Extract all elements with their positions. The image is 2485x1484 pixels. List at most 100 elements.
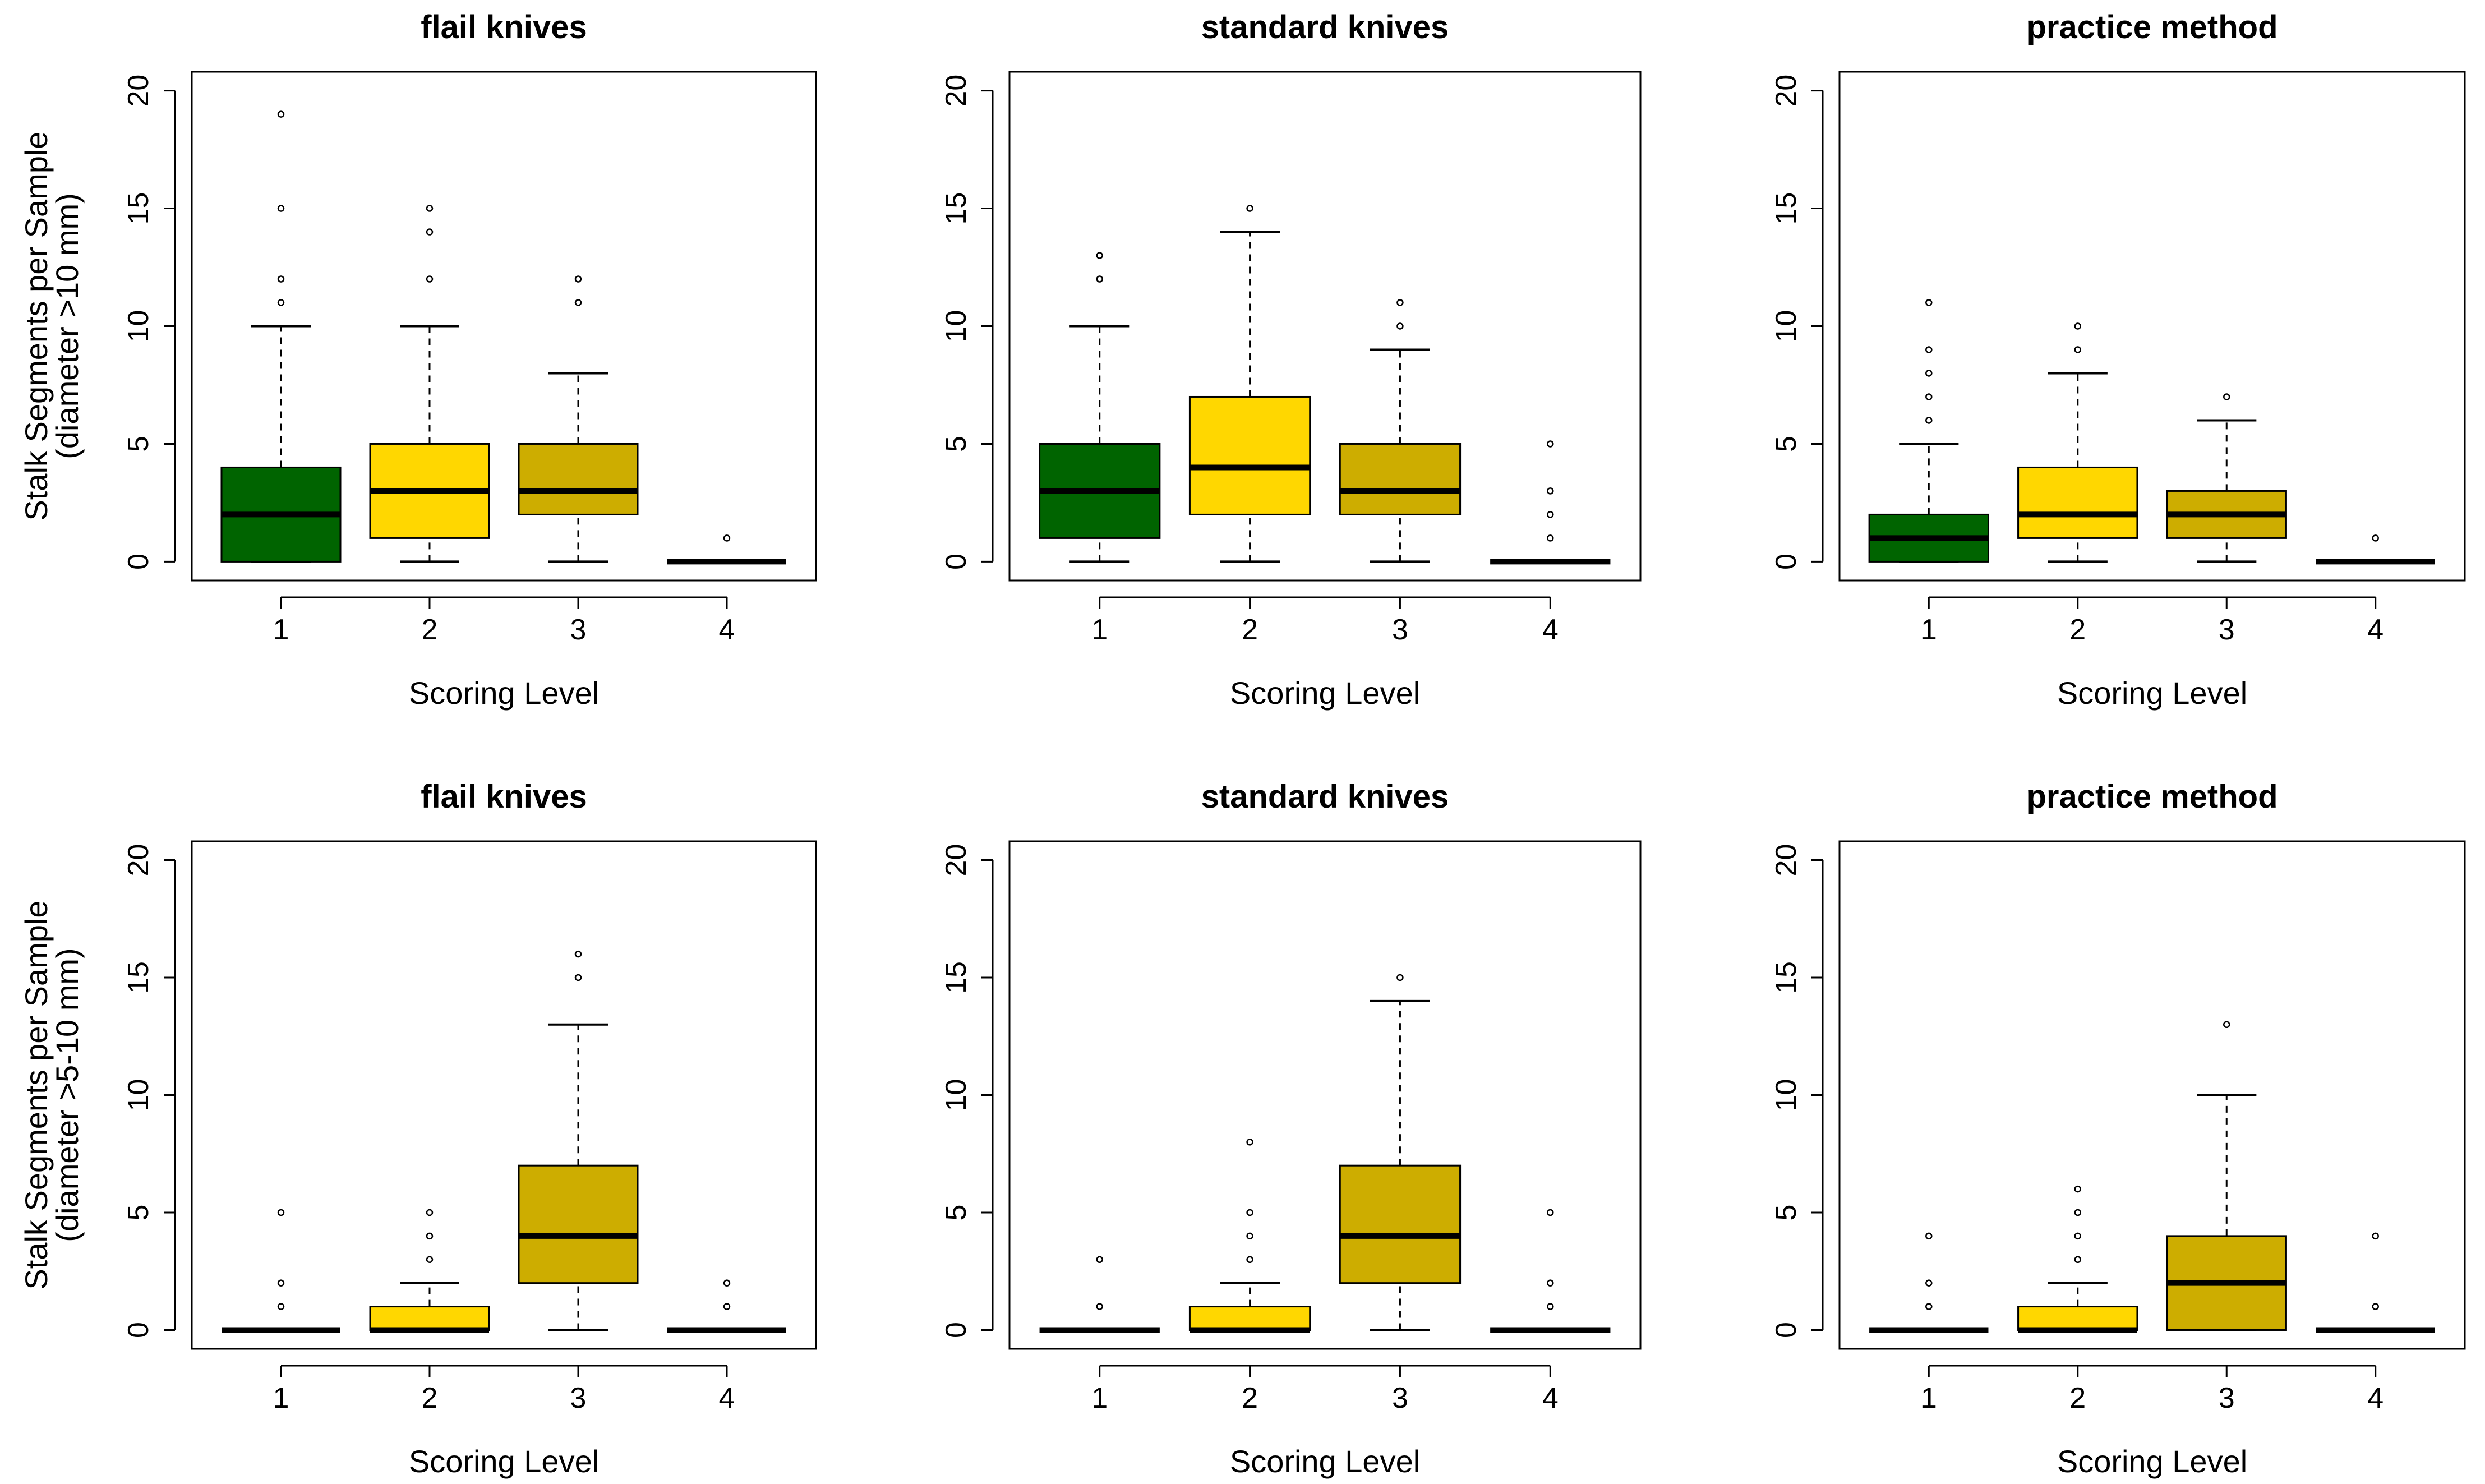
box: [1339, 443, 1462, 515]
box: [1339, 1164, 1462, 1284]
y-tick-label: 5: [940, 436, 972, 452]
panel-title: flail knives: [421, 778, 587, 815]
box-level-1: [1039, 252, 1161, 563]
outlier-point: [574, 299, 582, 306]
box-level-3: [2166, 1021, 2287, 1331]
y-tick-label: 5: [1770, 1205, 1802, 1221]
outlier-point: [574, 275, 582, 283]
outlier-point: [277, 1209, 285, 1216]
y-tick-label: 5: [940, 1205, 972, 1221]
x-tick-label: 1: [1091, 614, 1108, 646]
outlier-point: [723, 534, 731, 542]
panel-title: practice method: [2027, 778, 2278, 815]
box-level-1: [1039, 1256, 1160, 1333]
y-tick-label: 10: [122, 1079, 155, 1112]
y-tick-label: 20: [1770, 75, 1802, 107]
outlier-point: [2372, 1232, 2379, 1240]
outlier-point: [1096, 275, 1103, 283]
y-tick-label: 0: [1770, 554, 1802, 570]
outlier-point: [277, 275, 285, 283]
box: [2017, 1306, 2138, 1331]
outlier-point: [1547, 1279, 1554, 1287]
box-level-2: [369, 205, 490, 563]
outlier-point: [723, 1303, 731, 1310]
outlier-point: [2372, 534, 2379, 542]
outlier-point: [2074, 1185, 2082, 1193]
outlier-point: [1925, 393, 1933, 400]
outlier-point: [574, 974, 582, 981]
box-level-2: [2017, 322, 2138, 563]
x-tick-label: 2: [422, 1382, 438, 1414]
box-level-3: [2166, 393, 2287, 563]
panel-1: flail knives 0 5 10 15 20 1 2 3 4 Scoring Level Sta…: [19, 9, 817, 711]
outlier-point: [1547, 534, 1554, 542]
x-tick-label: 2: [2069, 614, 2086, 646]
plot-frame: [1838, 71, 2466, 582]
plot-frame: [191, 71, 817, 582]
outlier-point: [1396, 322, 1404, 330]
panel-title: standard knives: [1201, 778, 1449, 815]
y-tick-label: 0: [940, 554, 972, 570]
y-axis-label: Stalk Segments per Sample: [19, 131, 54, 520]
outlier-point: [277, 205, 285, 212]
panel-3: practice method 0 5 10 15 20 1 2 3 4 Scoring Level: [1770, 9, 2466, 711]
outlier-point: [723, 1279, 731, 1287]
outlier-point: [1925, 417, 1933, 424]
y-tick-label: 20: [122, 75, 155, 107]
x-tick-label: 1: [1091, 1382, 1108, 1414]
x-tick-label: 3: [2219, 1382, 2235, 1414]
x-tick-label: 4: [1542, 614, 1559, 646]
outlier-point: [1925, 1232, 1933, 1240]
y-tick-label: 20: [940, 844, 972, 877]
outlier-point: [574, 950, 582, 958]
x-tick-label: 1: [1921, 1382, 1937, 1414]
box-level-1: [222, 1209, 340, 1333]
x-axis-label: Scoring Level: [2057, 1444, 2247, 1479]
box-level-2: [2017, 1185, 2138, 1333]
box: [1188, 395, 1311, 515]
box-level-2: [1188, 1139, 1311, 1333]
x-axis-label: Scoring Level: [409, 675, 599, 711]
box: [518, 1164, 639, 1284]
outlier-point: [1547, 1303, 1554, 1310]
y-tick-label: 15: [1770, 192, 1802, 225]
x-axis-label: Scoring Level: [1230, 675, 1420, 711]
y-tick-label: 10: [940, 310, 972, 343]
outlier-point: [426, 275, 434, 283]
box-level-3: [518, 275, 639, 563]
y-tick-label: 0: [940, 1322, 972, 1338]
outlier-point: [2074, 322, 2082, 330]
x-tick-label: 4: [1542, 1382, 1559, 1414]
outlier-point: [2074, 346, 2082, 353]
x-tick-label: 3: [570, 1382, 587, 1414]
box-level-1: [1868, 299, 1989, 563]
outlier-point: [1096, 252, 1103, 259]
x-tick-label: 2: [422, 614, 438, 646]
y-axis-label: (diameter >5-10 mm): [49, 948, 85, 1242]
x-tick-label: 1: [273, 1382, 289, 1414]
outlier-point: [277, 110, 285, 118]
box: [2017, 466, 2138, 539]
x-tick-label: 4: [2367, 1382, 2383, 1414]
outlier-point: [1096, 1256, 1103, 1264]
outlier-point: [1246, 1209, 1253, 1216]
x-tick-label: 4: [719, 614, 735, 646]
outlier-point: [2223, 1021, 2230, 1029]
box-level-4: [1490, 440, 1611, 565]
y-tick-label: 0: [122, 1322, 155, 1338]
x-tick-label: 1: [1921, 614, 1937, 646]
box: [369, 1306, 490, 1331]
y-tick-label: 15: [1770, 961, 1802, 994]
outlier-point: [426, 228, 434, 236]
y-tick-label: 15: [940, 961, 972, 994]
box-level-1: [220, 110, 342, 563]
outlier-point: [2074, 1209, 2082, 1216]
x-tick-label: 4: [719, 1382, 735, 1414]
y-tick-label: 15: [122, 192, 155, 225]
panel-4: flail knives 0 5 10 15 20 1 2 3 4 Scoring Level Sta…: [19, 778, 817, 1479]
outlier-point: [1096, 1303, 1103, 1310]
outlier-point: [2074, 1232, 2082, 1240]
plot-frame: [1838, 840, 2466, 1350]
x-tick-label: 3: [1392, 1382, 1408, 1414]
